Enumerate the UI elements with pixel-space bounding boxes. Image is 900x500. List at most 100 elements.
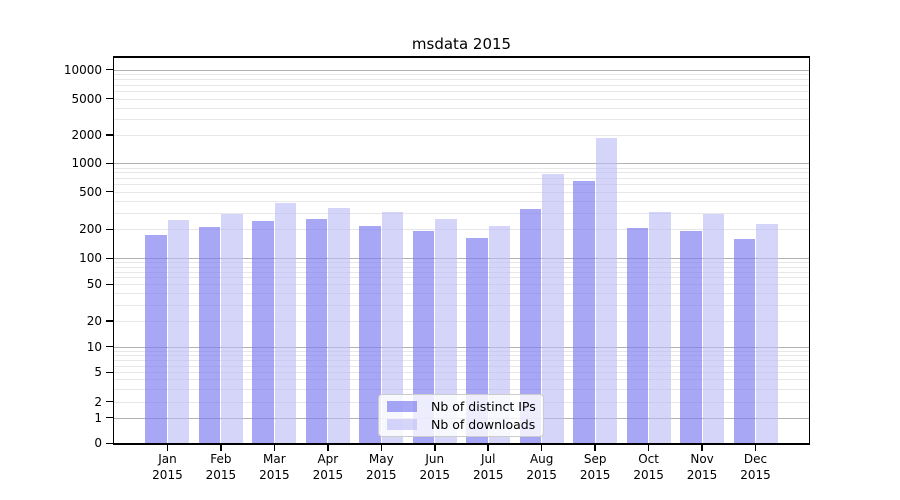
y-tick-mark bbox=[105, 97, 113, 100]
gridline-minor bbox=[114, 359, 809, 361]
gridline-minor bbox=[114, 350, 809, 352]
month-label: Feb bbox=[210, 452, 232, 466]
month-label: Jun bbox=[425, 452, 445, 466]
year-label: 2015 bbox=[579, 468, 611, 482]
y-tick-label: 50 bbox=[86, 277, 102, 292]
x-tick-label-apr: Apr 2015 bbox=[300, 451, 356, 483]
y-tick-label: 10 bbox=[86, 339, 102, 354]
gridline-minor bbox=[114, 177, 809, 179]
x-tick-label-sep: Sep 2015 bbox=[567, 451, 623, 483]
legend: Nb of distinct IPs Nb of downloads bbox=[378, 394, 544, 437]
bar-downloads-oct bbox=[649, 212, 671, 443]
gridline-minor bbox=[114, 365, 809, 367]
x-tick-label-nov: Nov 2015 bbox=[674, 451, 730, 483]
month-label: Jan bbox=[158, 452, 177, 466]
legend-swatch-downloads bbox=[387, 419, 417, 431]
x-tick-mark bbox=[166, 444, 169, 451]
x-tick-mark bbox=[434, 444, 436, 451]
axis-spine-top bbox=[112, 56, 810, 58]
month-label: Dec bbox=[743, 452, 768, 466]
bar-downloads-nov bbox=[702, 213, 725, 443]
gridline-minor bbox=[114, 321, 809, 322]
bar-downloads-mar bbox=[274, 203, 297, 443]
x-tick-mark bbox=[540, 444, 543, 451]
year-label: 2015 bbox=[419, 468, 451, 482]
gridline-minor bbox=[114, 84, 809, 86]
gridline-minor bbox=[114, 91, 809, 93]
gridline-major bbox=[114, 346, 809, 348]
y-tick-label: 5 bbox=[94, 365, 102, 380]
chart-title: msdata 2015 bbox=[411, 35, 512, 53]
bar-downloads-apr bbox=[328, 208, 350, 443]
gridline-minor bbox=[114, 388, 809, 390]
bar-downloads-sep bbox=[595, 138, 618, 443]
year-label: 2015 bbox=[472, 468, 504, 482]
gridline-minor bbox=[114, 354, 809, 356]
x-tick-mark bbox=[220, 444, 222, 451]
y-tick-label: 0 bbox=[94, 436, 102, 451]
bar-distinct-ips-apr bbox=[305, 219, 328, 443]
y-tick-label: 1 bbox=[94, 410, 102, 425]
gridline-major bbox=[114, 163, 809, 165]
gridline-minor bbox=[114, 107, 809, 109]
legend-item-downloads: Nb of downloads bbox=[379, 417, 543, 432]
plot-area bbox=[114, 56, 809, 443]
gridline-minor bbox=[114, 262, 809, 264]
bar-downloads-may bbox=[381, 212, 404, 443]
y-tick-mark bbox=[105, 257, 113, 260]
bar-distinct-ips-jun bbox=[412, 230, 435, 443]
gridline-major bbox=[114, 258, 809, 260]
year-label: 2015 bbox=[526, 468, 557, 482]
year-label: 2015 bbox=[259, 468, 290, 482]
x-tick-label-mar: Mar 2015 bbox=[246, 451, 302, 483]
x-tick-label-jan: Jan 2015 bbox=[139, 451, 195, 483]
bar-distinct-ips-dec bbox=[733, 239, 756, 443]
gridline-minor bbox=[114, 277, 809, 279]
gridline-minor bbox=[114, 172, 809, 174]
bar-downloads-dec bbox=[756, 224, 778, 443]
axis-spine-bottom bbox=[112, 443, 810, 445]
y-tick-mark bbox=[105, 283, 113, 286]
x-tick-label-aug: Aug 2015 bbox=[514, 451, 570, 483]
gridline-minor bbox=[114, 79, 809, 81]
bar-distinct-ips-mar bbox=[252, 220, 274, 443]
legend-label-distinct-ips: Nb of distinct IPs bbox=[431, 398, 536, 414]
gridline-minor bbox=[114, 200, 809, 202]
gridline-minor bbox=[114, 212, 809, 214]
y-tick-mark bbox=[105, 228, 113, 231]
x-tick-mark bbox=[273, 444, 276, 451]
x-tick-label-jun: Jun 2015 bbox=[407, 451, 463, 483]
bar-distinct-ips-jan bbox=[145, 234, 167, 443]
gridline-minor bbox=[114, 266, 809, 268]
year-label: 2015 bbox=[740, 468, 771, 482]
year-label: 2015 bbox=[152, 468, 183, 482]
month-label: Sep bbox=[583, 452, 607, 466]
gridline-minor bbox=[114, 379, 809, 381]
gridline-minor bbox=[114, 372, 809, 374]
y-tick-label: 5000 bbox=[71, 91, 102, 106]
y-tick-label: 500 bbox=[79, 184, 102, 199]
bar-distinct-ips-nov bbox=[680, 231, 702, 443]
x-tick-mark bbox=[594, 444, 596, 451]
month-label: Apr bbox=[317, 452, 339, 466]
gridline-major bbox=[114, 69, 809, 71]
gridline-minor bbox=[114, 98, 809, 100]
y-tick-mark bbox=[105, 190, 113, 193]
gridline-minor bbox=[114, 304, 809, 306]
x-tick-mark bbox=[754, 444, 757, 451]
bar-distinct-ips-aug bbox=[519, 208, 542, 443]
y-tick-mark bbox=[105, 345, 113, 348]
y-tick-mark bbox=[105, 68, 113, 71]
y-tick-label: 20 bbox=[86, 314, 102, 328]
y-tick-label: 2000 bbox=[71, 128, 102, 142]
y-tick-mark bbox=[105, 400, 113, 403]
gridline-minor bbox=[114, 74, 809, 76]
gridline-minor bbox=[114, 191, 809, 193]
axis-spine-left bbox=[112, 56, 114, 445]
year-label: 2015 bbox=[205, 468, 237, 482]
y-tick-label: 100 bbox=[79, 251, 102, 266]
gridline-minor bbox=[114, 284, 809, 286]
month-label: Aug bbox=[529, 452, 554, 466]
y-tick-mark bbox=[105, 371, 113, 374]
bar-distinct-ips-may bbox=[359, 226, 381, 443]
